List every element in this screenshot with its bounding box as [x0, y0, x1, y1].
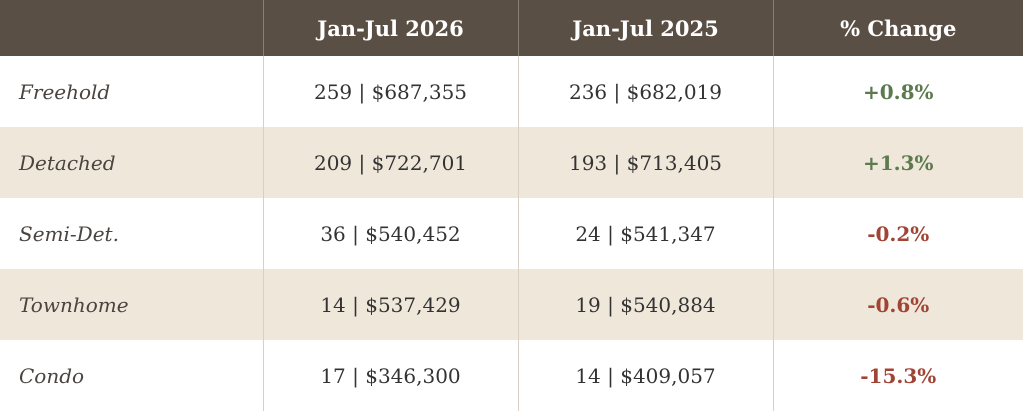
row-label: Detached — [0, 127, 263, 198]
value-cell: 259 | $687,355 — [262, 56, 518, 127]
table-body: Freehold 259 | $687,355 236 | $682,019 +0.8… — [0, 56, 1023, 411]
change-cell: -0.6% — [772, 269, 1023, 340]
table-row: Freehold 259 | $687,355 236 | $682,019 +0.8… — [0, 56, 1023, 127]
value-cell: 19 | $540,884 — [517, 269, 773, 340]
change-cell: -0.2% — [772, 198, 1023, 269]
value-cell: 14 | $409,057 — [517, 340, 773, 411]
value-cell: 36 | $540,452 — [262, 198, 518, 269]
header-cell: % Change — [772, 0, 1023, 56]
value-cell: 193 | $713,405 — [517, 127, 773, 198]
table-row: Condo 17 | $346,300 14 | $409,057 -15.3% — [0, 340, 1023, 411]
table-row: Townhome 14 | $537,429 19 | $540,884 -0.6% — [0, 269, 1023, 340]
value-cell: 17 | $346,300 — [262, 340, 518, 411]
table-row: Detached 209 | $722,701 193 | $713,405 +1.3… — [0, 127, 1023, 198]
table-row: Semi-Det. 36 | $540,452 24 | $541,347 -0.2% — [0, 198, 1023, 269]
change-cell: +0.8% — [772, 56, 1023, 127]
header-cell: Jan-Jul 2026 — [262, 0, 518, 56]
change-cell: +1.3% — [772, 127, 1023, 198]
header-cell — [0, 0, 263, 56]
header-row: Jan-Jul 2026 Jan-Jul 2025% Change — [0, 0, 1023, 56]
row-label: Townhome — [0, 269, 263, 340]
row-label: Freehold — [19, 79, 111, 104]
row-label: Condo — [19, 363, 85, 388]
value-cell: 209 | $722,701 — [262, 127, 518, 198]
header-cell: Jan-Jul 2025 — [517, 0, 773, 56]
value-cell: 14 | $537,429 — [262, 269, 518, 340]
change-cell: -15.3% — [772, 340, 1023, 411]
value-cell: 236 | $682,019 — [517, 56, 773, 127]
value-cell: 24 | $541,347 — [517, 198, 773, 269]
row-label: Semi-Det. — [19, 221, 119, 246]
